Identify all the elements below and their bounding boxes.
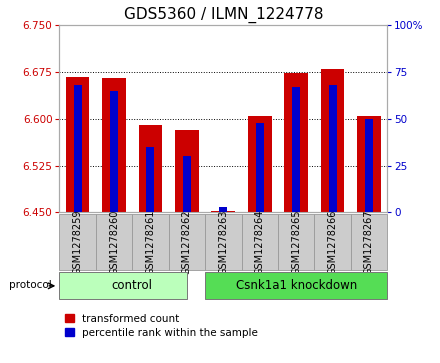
Bar bbox=[292, 87, 300, 212]
Bar bbox=[102, 78, 126, 212]
Bar bbox=[110, 91, 118, 212]
Text: GSM1278263: GSM1278263 bbox=[218, 209, 228, 275]
Text: GSM1278264: GSM1278264 bbox=[255, 209, 265, 275]
Text: GSM1278259: GSM1278259 bbox=[73, 209, 83, 275]
Bar bbox=[59, 272, 187, 299]
Text: GSM1278265: GSM1278265 bbox=[291, 209, 301, 275]
Title: GDS5360 / ILMN_1224778: GDS5360 / ILMN_1224778 bbox=[124, 7, 323, 23]
Bar bbox=[205, 214, 242, 270]
Bar bbox=[278, 214, 314, 270]
Bar bbox=[132, 214, 169, 270]
Text: GSM1278266: GSM1278266 bbox=[327, 209, 337, 275]
Text: control: control bbox=[112, 280, 153, 292]
Bar bbox=[321, 69, 345, 212]
Bar bbox=[284, 73, 308, 212]
Bar bbox=[59, 214, 96, 270]
Bar bbox=[314, 214, 351, 270]
Bar bbox=[169, 214, 205, 270]
Text: GSM1278267: GSM1278267 bbox=[364, 209, 374, 275]
Bar bbox=[219, 207, 227, 212]
Bar bbox=[256, 123, 264, 212]
Text: GSM1278262: GSM1278262 bbox=[182, 209, 192, 275]
Text: GSM1278260: GSM1278260 bbox=[109, 209, 119, 275]
Bar bbox=[73, 85, 81, 212]
Text: GSM1278261: GSM1278261 bbox=[146, 209, 155, 275]
Bar bbox=[248, 116, 271, 212]
Legend: transformed count, percentile rank within the sample: transformed count, percentile rank withi… bbox=[65, 314, 258, 338]
Bar bbox=[365, 119, 373, 212]
Text: protocol: protocol bbox=[9, 280, 51, 290]
Bar bbox=[329, 85, 337, 212]
Bar bbox=[357, 116, 381, 212]
Bar bbox=[175, 130, 199, 212]
Bar bbox=[212, 211, 235, 212]
Bar bbox=[205, 272, 387, 299]
Bar bbox=[147, 147, 154, 212]
Bar bbox=[139, 125, 162, 212]
Bar bbox=[96, 214, 132, 270]
Bar bbox=[242, 214, 278, 270]
Bar bbox=[351, 214, 387, 270]
Text: Csnk1a1 knockdown: Csnk1a1 knockdown bbox=[235, 280, 357, 292]
Bar bbox=[66, 77, 89, 212]
Bar bbox=[183, 156, 191, 212]
